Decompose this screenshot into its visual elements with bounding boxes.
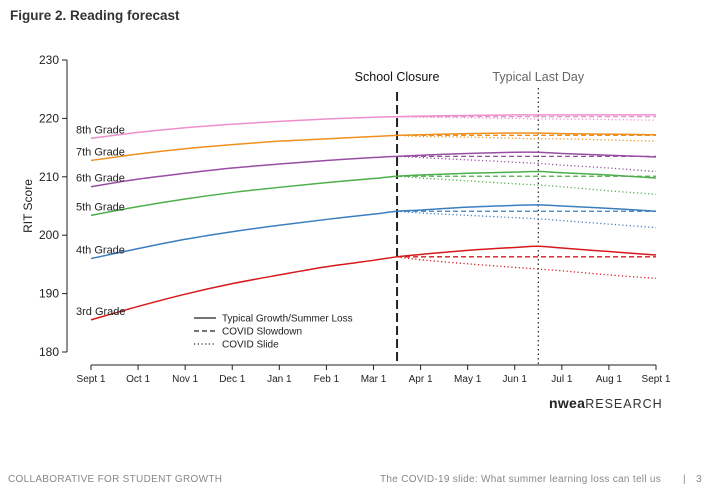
y-tick-label: 190 bbox=[39, 287, 59, 301]
x-tick-label: Apr 1 bbox=[409, 374, 433, 385]
series-label-8th: 8th Grade bbox=[76, 124, 125, 136]
series-label-7th: 7th Grade bbox=[76, 146, 125, 158]
x-tick-label: Jul 1 bbox=[551, 374, 573, 385]
y-tick-label: 180 bbox=[39, 345, 59, 359]
reading-forecast-chart: 180 190 200 210 220 230 RIT Score Sept 1 Oct 1 No… bbox=[21, 53, 671, 385]
x-tick-label: Oct 1 bbox=[126, 374, 150, 385]
figure-title: Figure 2. Reading forecast bbox=[10, 8, 180, 23]
legend-label-solid: Typical Growth/Summer Loss bbox=[222, 314, 353, 325]
series-5th-slide-line bbox=[396, 175, 657, 195]
series-7th-typical-line bbox=[90, 132, 657, 162]
footer-left-text: COLLABORATIVE FOR STUDENT GROWTH bbox=[8, 474, 223, 485]
series-5th-typical-line bbox=[90, 170, 657, 217]
x-tick-label: Mar 1 bbox=[361, 374, 387, 385]
x-tick-label: Sept 1 bbox=[642, 374, 671, 385]
y-axis-label: RIT Score bbox=[21, 179, 35, 233]
x-tick-label: Aug 1 bbox=[596, 374, 623, 385]
series-label-6th: 6th Grade bbox=[76, 173, 125, 185]
series-8th-typical-line bbox=[90, 114, 656, 140]
y-tick-label: 200 bbox=[39, 228, 59, 242]
series-7th-slide-line bbox=[397, 134, 657, 142]
x-tick-label: Feb 1 bbox=[314, 374, 340, 385]
logo-brand: nwea bbox=[549, 395, 586, 411]
x-tick-label: Jan 1 bbox=[267, 374, 292, 385]
footer-separator: | bbox=[683, 474, 686, 485]
series-label-5th: 5th Grade bbox=[76, 201, 125, 213]
x-tick-label: Sept 1 bbox=[77, 374, 106, 385]
series-6th-typical-line bbox=[90, 151, 657, 188]
series-4th-typical-line bbox=[90, 204, 657, 260]
series-8th-slide-line bbox=[397, 115, 657, 121]
y-tick-label: 220 bbox=[39, 111, 59, 125]
footer-title-text: The COVID-19 slide: What summer learning… bbox=[380, 474, 662, 485]
x-tick-label: May 1 bbox=[454, 374, 482, 385]
series-3rd-slide-line bbox=[396, 256, 657, 280]
x-tick-label: Dec 1 bbox=[219, 374, 246, 385]
series-6th-slide-line bbox=[397, 155, 657, 173]
y-tick-label: 210 bbox=[39, 170, 59, 184]
series-label-4th: 4th Grade bbox=[76, 245, 125, 257]
series-3rd-typical-line bbox=[90, 245, 657, 321]
legend-label-dotted: COVID Slide bbox=[222, 340, 279, 351]
footer-page-number: 3 bbox=[696, 474, 702, 485]
x-tick-label: Jun 1 bbox=[503, 374, 528, 385]
legend-label-dashed: COVID Slowdown bbox=[222, 327, 302, 338]
school-closure-label: School Closure bbox=[355, 70, 440, 84]
nwea-research-logo: nweaRESEARCH bbox=[549, 395, 663, 411]
typical-last-day-label: Typical Last Day bbox=[492, 70, 584, 84]
x-tick-label: Nov 1 bbox=[172, 374, 199, 385]
series-4th-slide-line bbox=[396, 210, 657, 229]
series-label-3rd: 3rd Grade bbox=[76, 306, 126, 318]
logo-suffix: RESEARCH bbox=[585, 397, 663, 411]
y-tick-label: 230 bbox=[39, 53, 59, 67]
